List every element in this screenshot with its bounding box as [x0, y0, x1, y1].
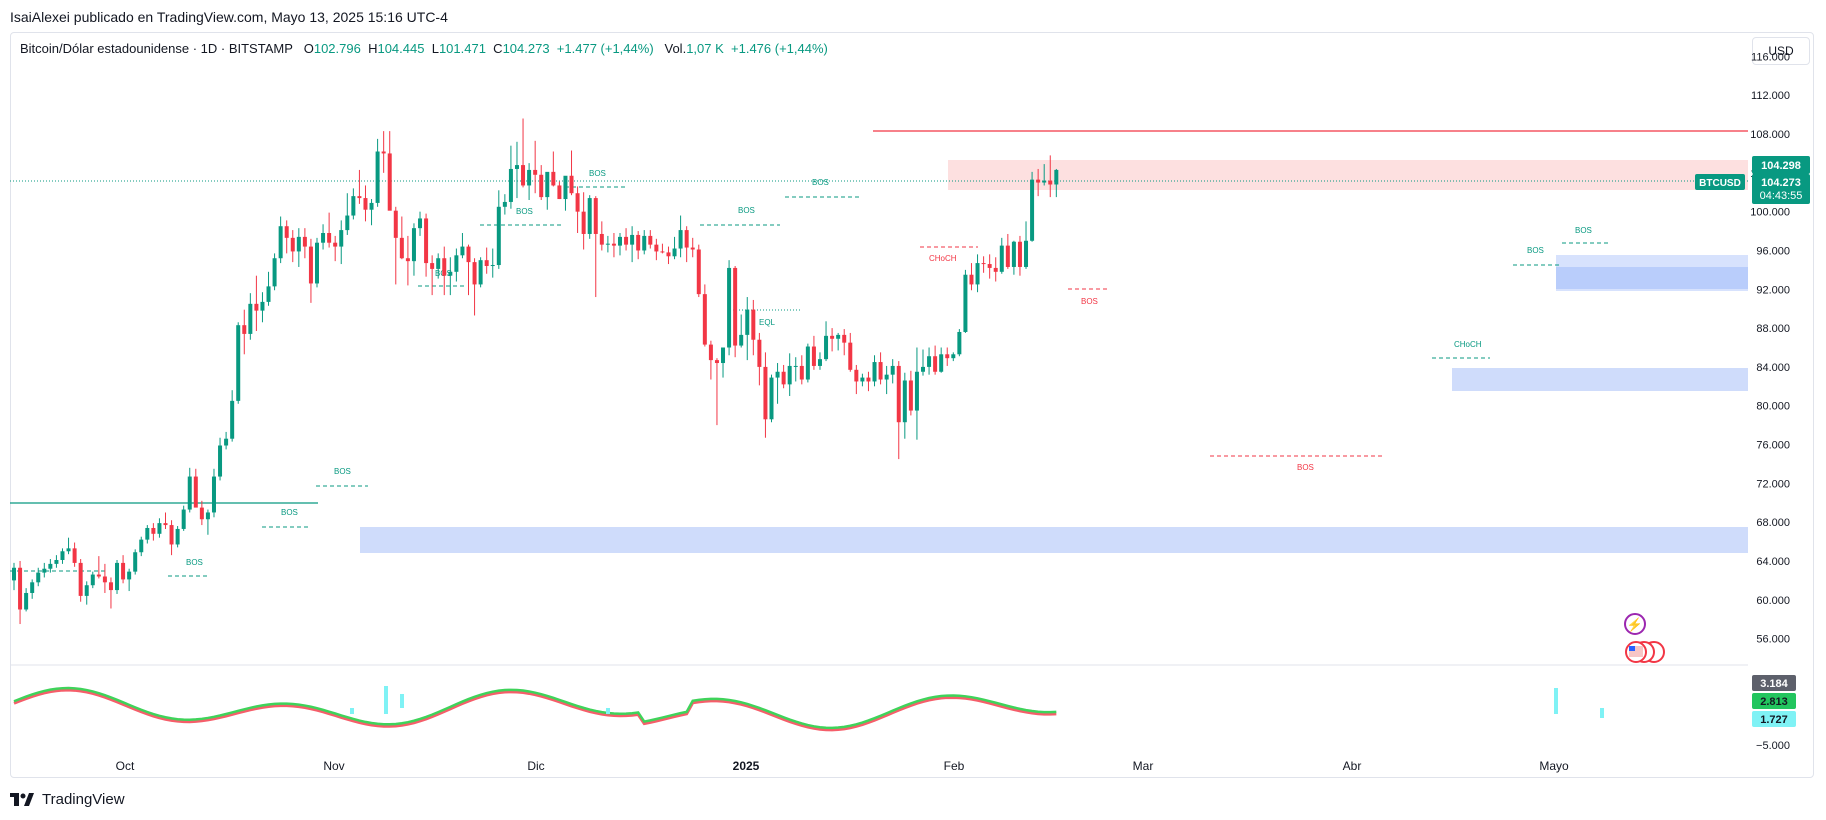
- legend-change: +1.477 (+1,44%): [556, 41, 654, 56]
- legend-close-value: 104.273: [502, 41, 550, 56]
- legend-title: Bitcoin/Dólar estadounidense · 1D · BITS…: [20, 41, 293, 56]
- legend-volume-value: 1,07 K: [686, 41, 724, 56]
- tradingview-logo-icon: [10, 792, 34, 806]
- symbol-legend: Bitcoin/Dólar estadounidense · 1D · BITS…: [20, 41, 828, 56]
- chart-frame: [10, 32, 1814, 778]
- legend-open-value: 102.796: [313, 41, 361, 56]
- legend-volume-change: +1.476 (+1,44%): [731, 41, 828, 56]
- legend-low-value: 101.471: [438, 41, 486, 56]
- legend-high-value: 104.445: [377, 41, 425, 56]
- footer-brand[interactable]: TradingView: [10, 791, 125, 808]
- legend-high-label: H: [368, 41, 378, 56]
- legend-volume-label: Vol.: [664, 41, 687, 56]
- legend-open-label: O: [303, 41, 314, 56]
- footer-brand-text: TradingView: [42, 791, 125, 808]
- publisher-line: IsaiAlexei publicado en TradingView.com,…: [10, 9, 448, 25]
- legend-low-label: L: [431, 41, 439, 56]
- legend-close-label: C: [493, 41, 503, 56]
- currency-button[interactable]: USD: [1752, 37, 1810, 65]
